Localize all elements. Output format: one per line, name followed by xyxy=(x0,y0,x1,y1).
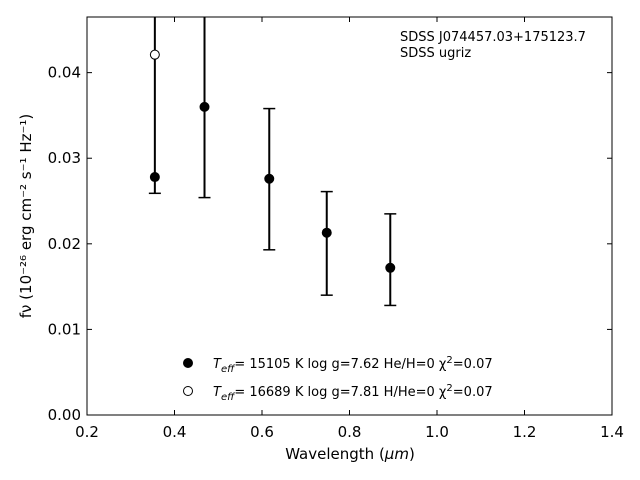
x-tick-label: 1.4 xyxy=(600,423,624,441)
axis-ticks: 0.2 0.4 0.6 0.8 1.0 1.2 1.4 0.00 0.01 0.02 0.03 0.0… xyxy=(48,17,624,441)
x-axis-title: Wavelength (μm) xyxy=(285,445,415,463)
y-tick-label: 0.04 xyxy=(48,64,81,82)
x-tick-label: 0.8 xyxy=(338,423,362,441)
annotation-object-name: SDSS J074457.03+175123.7 xyxy=(400,30,586,45)
x-tick-label: 1.2 xyxy=(513,423,537,441)
legend-marker-open xyxy=(183,386,193,396)
y-axis-title: fν (10⁻²⁶ erg cm⁻² s⁻¹ Hz⁻¹) xyxy=(17,114,35,319)
x-tick-label: 0.2 xyxy=(75,423,99,441)
y-tick-label: 0.02 xyxy=(48,235,81,253)
y-tick-label: 0.00 xyxy=(48,406,81,424)
legend-marker-filled xyxy=(183,358,193,368)
legend: Teff= 15105 K log g=7.62 He/H=0 χ2=0.07T… xyxy=(183,355,493,403)
x-axis-title-close: ) xyxy=(409,445,415,463)
legend-label-sub: eff xyxy=(221,364,236,375)
x-tick-label: 1.0 xyxy=(425,423,449,441)
error-bars xyxy=(148,17,397,307)
x-axis-title-main: Wavelength ( xyxy=(285,445,385,463)
legend-label-tail: =0.07 xyxy=(453,385,493,400)
filled-marker xyxy=(385,262,396,273)
filled-marker xyxy=(321,227,332,238)
open-marker xyxy=(149,49,160,60)
legend-label-t: T xyxy=(213,357,222,372)
filled-marker xyxy=(199,101,210,112)
legend-label: Teff= 16689 K log g=7.81 H/He=0 χ2=0.07 xyxy=(213,383,493,403)
legend-label-sub: eff xyxy=(221,392,236,403)
legend-label-rest: = 15105 K log g=7.62 He/H=0 χ xyxy=(234,357,447,372)
legend-label: Teff= 15105 K log g=7.62 He/H=0 χ2=0.07 xyxy=(213,355,493,375)
filled-marker xyxy=(149,172,160,183)
y-tick-label: 0.03 xyxy=(48,149,81,167)
annotation-photometry: SDSS ugriz xyxy=(400,46,471,61)
x-tick-label: 0.4 xyxy=(163,423,187,441)
x-axis-title-unit: μm xyxy=(384,445,409,463)
y-tick-label: 0.01 xyxy=(48,320,81,338)
data-markers xyxy=(149,49,396,273)
legend-label-sup: 2 xyxy=(446,383,452,394)
legend-label-t: T xyxy=(213,385,222,400)
filled-marker xyxy=(264,173,275,184)
legend-label-sup: 2 xyxy=(446,355,452,366)
legend-label-tail: =0.07 xyxy=(453,357,493,372)
x-tick-label: 0.6 xyxy=(250,423,274,441)
legend-label-rest: = 16689 K log g=7.81 H/He=0 χ xyxy=(234,385,447,400)
plot-area xyxy=(86,16,613,416)
